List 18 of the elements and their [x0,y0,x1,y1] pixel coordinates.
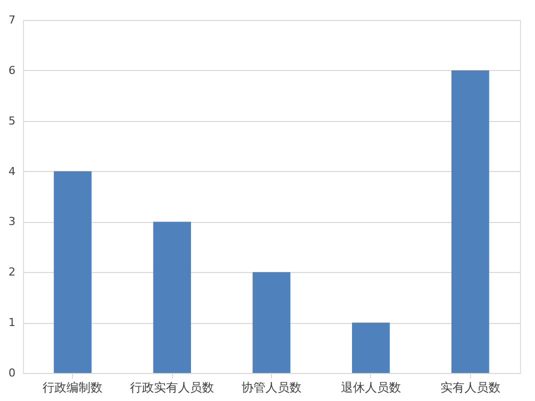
x-tick-label: 退休人员数 [340,380,401,394]
bar [153,222,191,373]
y-tick-label: 2 [8,266,16,279]
x-tick-label: 行政编制数 [42,380,103,394]
x-tick-label: 协管人员数 [242,380,302,394]
y-tick-label: 0 [8,366,16,380]
y-tick-label: 6 [8,64,16,77]
y-tick-label: 7 [8,14,16,26]
y-tick-label: 1 [8,316,16,330]
bar [54,171,92,373]
bar [252,272,290,373]
bar [451,70,490,373]
bar [352,322,390,373]
x-tick-label: 行政实有人员数 [130,380,214,394]
y-tick-label: 5 [8,114,16,128]
y-tick-label: 3 [8,215,16,228]
x-tick-label: 实有人员数 [440,380,500,394]
y-tick-label: 4 [8,164,16,178]
